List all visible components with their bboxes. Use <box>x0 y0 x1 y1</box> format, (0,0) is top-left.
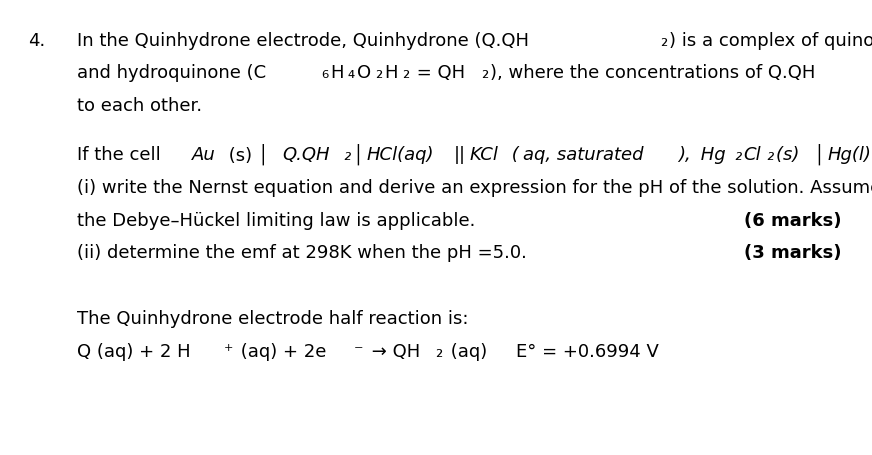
Text: Q (aq) + 2 H: Q (aq) + 2 H <box>77 343 190 361</box>
Text: In the Quinhydrone electrode, Quinhydrone (Q.QH: In the Quinhydrone electrode, Quinhydron… <box>77 31 528 50</box>
Text: (s) │: (s) │ <box>223 143 269 165</box>
Text: ₂: ₂ <box>402 64 409 82</box>
Text: │: │ <box>814 143 824 165</box>
Text: ||: || <box>453 146 466 164</box>
Text: aq, saturated: aq, saturated <box>523 146 644 164</box>
Text: ₂: ₂ <box>734 146 741 164</box>
Text: Q.QH: Q.QH <box>282 146 330 164</box>
Text: ⁺: ⁺ <box>223 343 233 361</box>
Text: ₂: ₂ <box>375 64 382 82</box>
Text: (aq)     E° = +0.6994 V: (aq) E° = +0.6994 V <box>445 343 659 361</box>
Text: │: │ <box>352 143 364 165</box>
Text: ₂: ₂ <box>436 343 443 361</box>
Text: ₆: ₆ <box>321 64 328 82</box>
Text: HCl(aq): HCl(aq) <box>366 146 434 164</box>
Text: (s): (s) <box>776 146 805 164</box>
Text: Hg(l): Hg(l) <box>828 146 871 164</box>
Text: The Quinhydrone electrode half reaction is:: The Quinhydrone electrode half reaction … <box>77 310 468 328</box>
Text: Au: Au <box>192 146 216 164</box>
Text: ⁻: ⁻ <box>353 343 363 361</box>
Text: ₂: ₂ <box>766 146 773 164</box>
Text: O: O <box>357 64 371 82</box>
Text: (ii) determine the emf at 298K when the pH =5.0.: (ii) determine the emf at 298K when the … <box>77 244 527 263</box>
Text: ), where the concentrations of Q.QH: ), where the concentrations of Q.QH <box>490 64 815 82</box>
Text: Hg: Hg <box>695 146 726 164</box>
Text: ₂: ₂ <box>481 64 488 82</box>
Text: 4.: 4. <box>28 31 45 50</box>
Text: ),: ), <box>678 146 691 164</box>
Text: H: H <box>385 64 398 82</box>
Text: H: H <box>330 64 344 82</box>
Text: (6 marks): (6 marks) <box>744 212 841 230</box>
Text: (3 marks): (3 marks) <box>744 244 841 263</box>
Text: to each other.: to each other. <box>77 97 201 115</box>
Text: If the cell: If the cell <box>77 146 167 164</box>
Text: Cl: Cl <box>744 146 761 164</box>
Text: → QH: → QH <box>365 343 419 361</box>
Text: KCl: KCl <box>469 146 498 164</box>
Text: = QH: = QH <box>411 64 466 82</box>
Text: (i) write the Nernst equation and derive an expression for the pH of the solutio: (i) write the Nernst equation and derive… <box>77 179 872 197</box>
Text: ) is a complex of quinone (C: ) is a complex of quinone (C <box>670 31 872 50</box>
Text: ₄: ₄ <box>348 64 355 82</box>
Text: (aq) + 2e: (aq) + 2e <box>235 343 327 361</box>
Text: and hydroquinone (C: and hydroquinone (C <box>77 64 266 82</box>
Text: ₂: ₂ <box>660 31 667 50</box>
Text: (: ( <box>507 146 519 164</box>
Text: the Debye–Hückel limiting law is applicable.: the Debye–Hückel limiting law is applica… <box>77 212 475 230</box>
Text: ₂: ₂ <box>344 146 351 164</box>
